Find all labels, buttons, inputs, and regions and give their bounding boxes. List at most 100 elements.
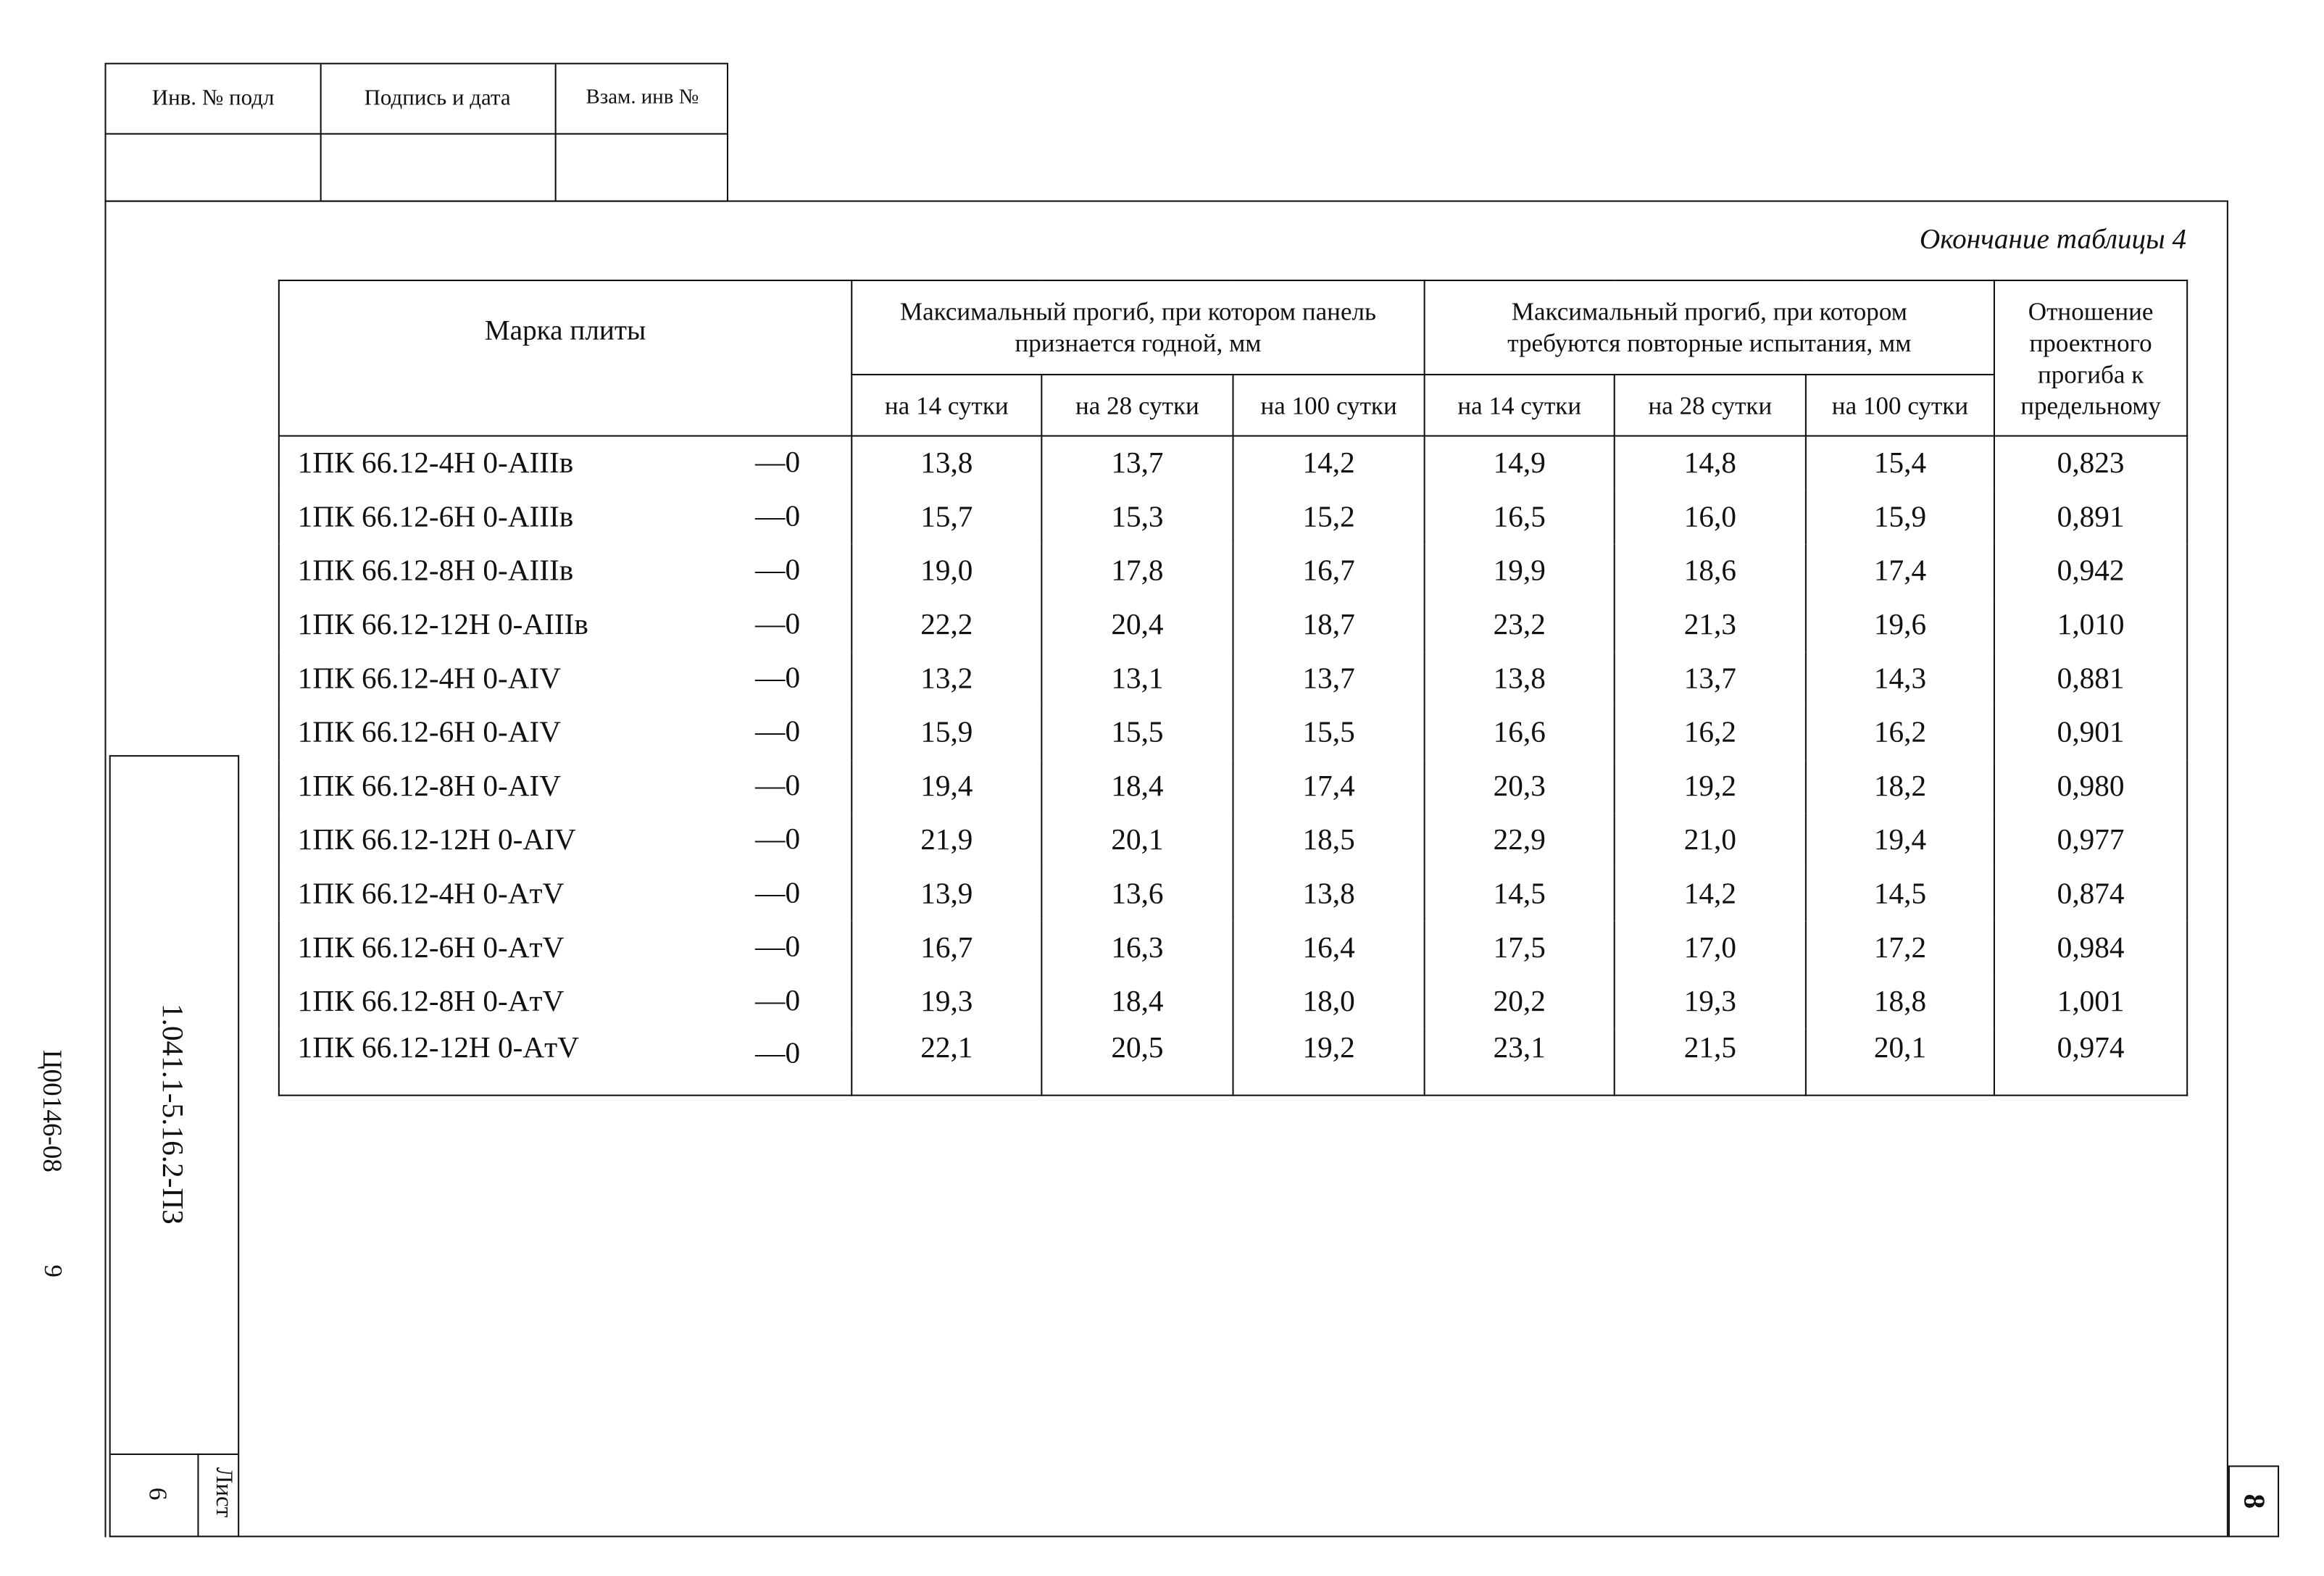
archive-code: Ц00146-08: [37, 1049, 67, 1172]
cell-deflection: 23,2: [1423, 598, 1615, 652]
cell-deflection: 13,8: [851, 435, 1043, 491]
cell-deflection: 15,5: [1232, 706, 1425, 760]
cell-deflection: 16,0: [1613, 490, 1807, 545]
cell-ratio: 0,977: [1993, 813, 2188, 867]
cell-deflection: 20,2: [1423, 975, 1615, 1029]
cell-deflection: 19,3: [851, 975, 1043, 1029]
mark-name: 1ПК 66.12-8Н 0-AIV: [297, 769, 562, 803]
cell-deflection: 16,7: [1232, 544, 1425, 599]
cell-deflection: 15,9: [1804, 490, 1996, 545]
cell-ratio: 0,942: [1993, 544, 2188, 599]
cell-deflection: 17,4: [1804, 544, 1996, 599]
cell-ratio: 1,001: [1993, 975, 2188, 1029]
cell-deflection: 23,1: [1423, 1028, 1615, 1096]
cell-mark: 1ПК 66.12-4Н 0-AтV —0: [278, 867, 853, 922]
cell-deflection: 18,2: [1804, 759, 1996, 814]
cell-deflection: 15,4: [1804, 435, 1996, 491]
cell-ratio: 0,980: [1993, 759, 2188, 814]
cell-deflection: 13,1: [1041, 651, 1234, 706]
table-row: 1ПК 66.12-4Н 0-AIIIв —0 13,8 13,7 14,2 14,9 14…: [278, 435, 2188, 491]
cell-deflection: 18,0: [1232, 975, 1425, 1029]
cell-mark: 1ПК 66.12-6Н 0-AIV —0: [278, 706, 853, 760]
cell-deflection: 13,2: [851, 651, 1043, 706]
table-row: 1ПК 66.12-6Н 0-AтV —0 16,7 16,3 16,4 17,5 17,0…: [278, 921, 2188, 975]
cell-deflection: 18,8: [1804, 975, 1996, 1029]
mark-name: 1ПК 66.12-12Н 0-AIIIв: [297, 607, 588, 641]
header-day-14: на 14 сутки: [851, 373, 1043, 437]
cell-deflection: 14,2: [1613, 867, 1807, 922]
cell-ratio: 0,874: [1993, 867, 2188, 922]
mark-name: 1ПК 66.12-8Н 0-AтV: [297, 984, 565, 1018]
header-day-100: на 100 сутки: [1232, 373, 1425, 437]
table-caption: Окончание таблицы 4: [1919, 224, 2187, 256]
cell-deflection: 14,2: [1232, 435, 1425, 491]
cell-ratio: 0,984: [1993, 921, 2188, 975]
cell-deflection: 16,7: [851, 921, 1043, 975]
header-group-retest: Максимальный прогиб, при котором требуют…: [1423, 279, 1996, 375]
cell-deflection: 14,9: [1423, 435, 1615, 491]
cell-deflection: 20,5: [1041, 1028, 1234, 1096]
cell-deflection: 13,7: [1041, 435, 1234, 491]
cell-deflection: 18,6: [1613, 544, 1807, 599]
cell-deflection: 16,2: [1613, 706, 1807, 760]
cell-deflection: 13,6: [1041, 867, 1234, 922]
cell-deflection: 22,9: [1423, 813, 1615, 867]
cell-deflection: 19,4: [1804, 813, 1996, 867]
cell-deflection: 22,1: [851, 1028, 1043, 1096]
cell-deflection: 14,5: [1804, 867, 1996, 922]
document-code: 1.041.1-5.16.2-ПЗ: [155, 1003, 189, 1225]
cell-mark: 1ПК 66.12-12Н 0-AтV —0: [278, 1028, 853, 1096]
cell-ratio: 0,823: [1993, 435, 2188, 491]
cell-deflection: 17,2: [1804, 921, 1996, 975]
stamp-signature-label: Подпись и дата: [364, 86, 511, 110]
cell-deflection: 18,5: [1232, 813, 1425, 867]
cell-deflection: 22,2: [851, 598, 1043, 652]
approval-stamp: Инв. № подл Подпись и дата Взам. инв №: [104, 62, 729, 202]
header-day-100: на 100 сутки: [1804, 373, 1996, 437]
cell-deflection: 16,6: [1423, 706, 1615, 760]
cell-deflection: 19,3: [1613, 975, 1807, 1029]
deflection-table: Марка плиты Максимальный прогиб, при кот…: [278, 279, 2188, 1096]
stamp-replace-label: Взам. инв №: [586, 86, 699, 109]
sheet-number: 6: [143, 1487, 172, 1501]
cell-deflection: 15,2: [1232, 490, 1425, 545]
cell-deflection: 20,4: [1041, 598, 1234, 652]
cell-ratio: 1,010: [1993, 598, 2188, 652]
cell-deflection: 21,9: [851, 813, 1043, 867]
cell-deflection: 13,7: [1613, 651, 1807, 706]
cell-deflection: 17,5: [1423, 921, 1615, 975]
cell-deflection: 16,5: [1423, 490, 1615, 545]
cell-deflection: 13,7: [1232, 651, 1425, 706]
cell-mark: 1ПК 66.12-8Н 0-AIIIв —0: [278, 544, 853, 599]
cell-mark: 1ПК 66.12-4Н 0-AIV —0: [278, 651, 853, 706]
mark-suffix: —0: [755, 662, 801, 695]
cell-deflection: 18,4: [1041, 975, 1234, 1029]
mark-suffix: —0: [755, 1037, 801, 1070]
cell-ratio: 0,901: [1993, 706, 2188, 760]
cell-ratio: 0,974: [1993, 1028, 2188, 1096]
page-number: 8: [2237, 1493, 2270, 1509]
cell-deflection: 20,1: [1041, 813, 1234, 867]
cell-deflection: 18,7: [1232, 598, 1425, 652]
cell-deflection: 15,7: [851, 490, 1043, 545]
mark-name: 1ПК 66.12-8Н 0-AIIIв: [297, 554, 574, 588]
mark-suffix: —0: [755, 984, 801, 1018]
side-title-block: [109, 755, 240, 1538]
cell-deflection: 14,3: [1804, 651, 1996, 706]
cell-deflection: 13,8: [1423, 651, 1615, 706]
cell-deflection: 21,3: [1613, 598, 1807, 652]
cell-deflection: 19,2: [1613, 759, 1807, 814]
page-number-box: [2228, 1465, 2280, 1538]
cell-deflection: 19,4: [851, 759, 1043, 814]
table-row: 1ПК 66.12-12Н 0-AIIIв —0 22,2 20,4 18,7 23,2 2…: [278, 598, 2188, 652]
cell-deflection: 13,8: [1232, 867, 1425, 922]
cell-mark: 1ПК 66.12-6Н 0-AIIIв —0: [278, 490, 853, 545]
cell-deflection: 17,4: [1232, 759, 1425, 814]
cell-deflection: 16,2: [1804, 706, 1996, 760]
cell-mark: 1ПК 66.12-12Н 0-AIV —0: [278, 813, 853, 867]
cell-mark: 1ПК 66.12-8Н 0-AIV —0: [278, 759, 853, 814]
stamp-inv-label: Инв. № подл: [151, 86, 275, 110]
cell-mark: 1ПК 66.12-6Н 0-AтV —0: [278, 921, 853, 975]
mark-name: 1ПК 66.12-4Н 0-AтV: [297, 877, 565, 910]
header-ratio: Отношение проектного прогиба к предельно…: [1993, 279, 2188, 437]
